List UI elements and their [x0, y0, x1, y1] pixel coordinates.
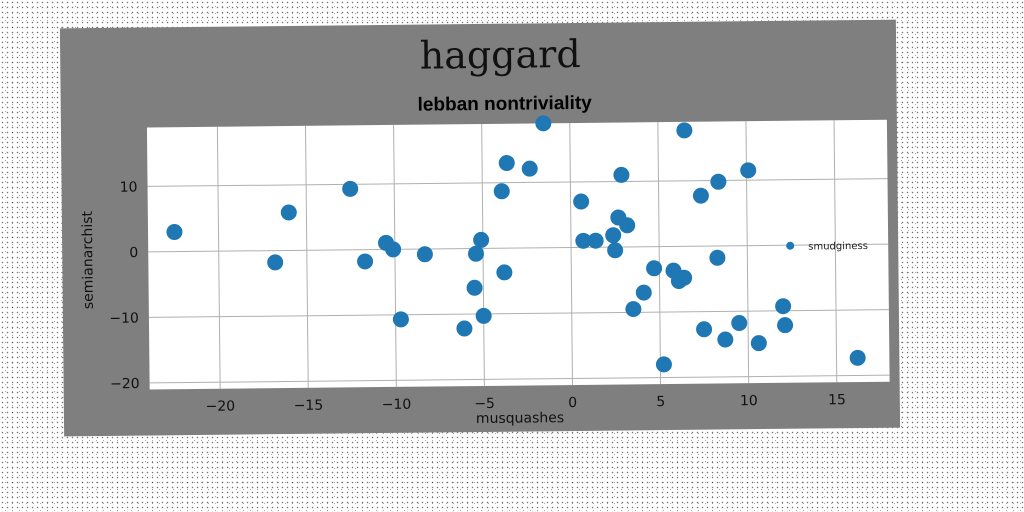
data-point [710, 173, 727, 190]
x-tick-label: −5 [474, 396, 495, 412]
y-tick-label: 0 [129, 245, 138, 261]
data-point [466, 279, 483, 296]
data-point [496, 264, 513, 281]
x-tick-label: 0 [568, 395, 577, 411]
y-axis-label: semianarchist [80, 210, 97, 309]
data-point [467, 245, 484, 262]
x-axis-label: musquashes [476, 410, 564, 427]
data-point [475, 307, 492, 324]
tick-labels: −20 −15 −10 −5 0 5 10 15 −20 −10 0 10 [109, 180, 846, 415]
y-gridline [147, 178, 888, 187]
grid [147, 120, 890, 389]
y-tick-label: 10 [120, 180, 138, 196]
data-point [392, 311, 409, 328]
x-gridline [657, 122, 662, 385]
data-point [357, 253, 374, 270]
data-point [676, 269, 693, 286]
x-tick-label: −10 [382, 397, 412, 413]
data-point [521, 160, 538, 177]
data-point [709, 249, 726, 266]
data-point [342, 180, 359, 197]
figure-panel: haggard lebban nontriviality −20 −15 −10 −5… [59, 19, 901, 437]
scatter-chart: haggard lebban nontriviality −20 −15 −10 −5… [80, 32, 890, 427]
x-gridline [569, 123, 574, 386]
x-gridline [833, 120, 838, 383]
data-point [267, 254, 284, 271]
y-tick-label: −10 [109, 311, 139, 327]
data-point [625, 301, 642, 318]
data-point [280, 204, 297, 221]
y-gridline [148, 309, 889, 318]
data-point [646, 260, 663, 277]
data-point [575, 232, 592, 249]
data-point [717, 331, 734, 348]
data-point [456, 320, 473, 337]
data-point [731, 315, 748, 332]
plot-area [146, 119, 890, 390]
legend-label: smudginess [808, 241, 868, 253]
chart-title: lebban nontriviality [417, 93, 592, 116]
data-point [587, 232, 604, 249]
suptitle: haggard [419, 32, 580, 78]
legend: smudginess [786, 241, 868, 253]
y-tick-label: −20 [110, 376, 140, 392]
data-point [498, 155, 515, 172]
data-point [676, 122, 693, 139]
x-tick-label: 5 [656, 394, 665, 410]
data-point [493, 183, 510, 200]
x-gridline [304, 125, 309, 388]
legend-marker [786, 241, 795, 250]
x-tick-label: 10 [740, 393, 758, 409]
data-point [166, 223, 183, 240]
data-point [613, 166, 630, 183]
data-point [416, 246, 433, 263]
data-point [535, 115, 552, 132]
data-point [849, 349, 866, 366]
data-points [166, 115, 866, 373]
x-tick-label: 15 [828, 392, 846, 408]
data-point [777, 317, 794, 334]
data-point [605, 227, 622, 244]
y-gridline [149, 374, 890, 384]
x-tick-label: −15 [294, 398, 324, 414]
data-point [692, 187, 709, 204]
data-point [385, 241, 402, 258]
data-point [750, 335, 767, 352]
x-tick-label: −20 [205, 399, 235, 415]
data-point [740, 162, 757, 179]
data-point [775, 298, 792, 315]
data-point [655, 356, 672, 373]
data-point [473, 231, 490, 248]
data-point [573, 193, 590, 210]
data-point [696, 321, 713, 338]
y-gridline [148, 243, 889, 253]
data-point [635, 284, 652, 301]
x-gridline [216, 126, 221, 389]
data-point [607, 242, 624, 259]
data-point [619, 217, 636, 234]
